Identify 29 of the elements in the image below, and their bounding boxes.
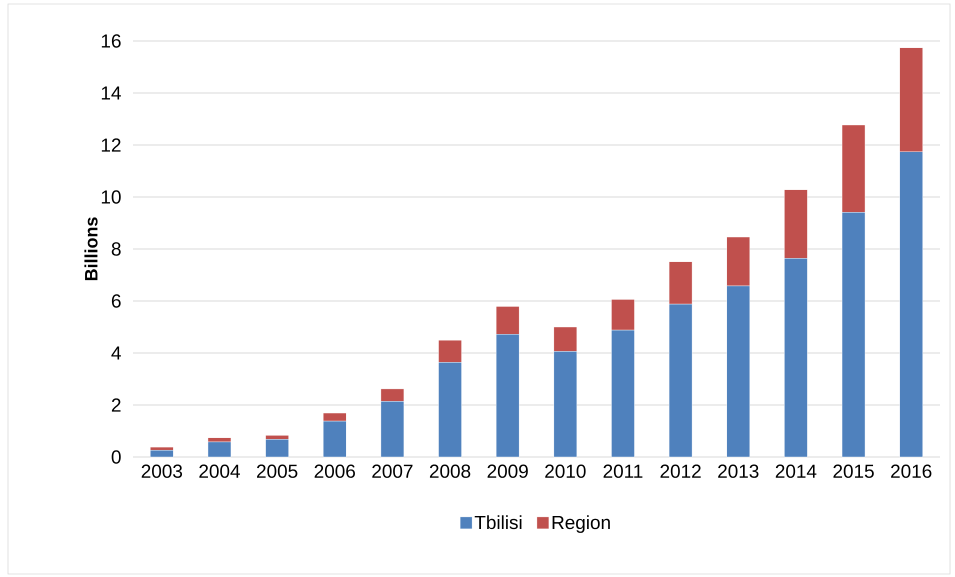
legend-label: Tbilisi (474, 515, 522, 530)
x-tick-label: 2005 (257, 464, 298, 478)
x-tick-label: 2016 (891, 464, 932, 478)
y-tick-label: 0 (112, 450, 121, 464)
x-tick-label: 2013 (718, 464, 758, 478)
x-tick-label: 2014 (776, 464, 816, 478)
bar (150, 450, 174, 458)
x-tick-label: 2012 (660, 464, 701, 478)
y-axis-title: Billions (84, 217, 98, 280)
x-tick-label: 2004 (199, 464, 240, 478)
y-tick-label: 10 (102, 190, 121, 204)
y-tick-label: 12 (102, 138, 121, 152)
x-tick-label: 2015 (833, 464, 874, 478)
x-tick-label: 2011 (604, 464, 642, 478)
y-tick-label: 14 (102, 86, 121, 100)
y-tick-label: 4 (111, 346, 121, 360)
y-tick-label: 6 (112, 294, 121, 308)
x-tick-label: 2007 (372, 464, 412, 478)
y-tick-label: 16 (102, 34, 121, 48)
bar (208, 442, 232, 458)
y-tick-label: 2 (112, 398, 121, 412)
x-tick-label: 2006 (314, 464, 355, 478)
legend-label: Region (552, 515, 610, 533)
x-tick-label: 2003 (142, 464, 182, 478)
y-tick-label: 8 (112, 242, 121, 256)
x-tick-label: 2009 (488, 464, 528, 478)
bar (265, 439, 289, 458)
x-tick-label: 2008 (430, 464, 470, 478)
x-tick-label: 2010 (545, 464, 586, 478)
